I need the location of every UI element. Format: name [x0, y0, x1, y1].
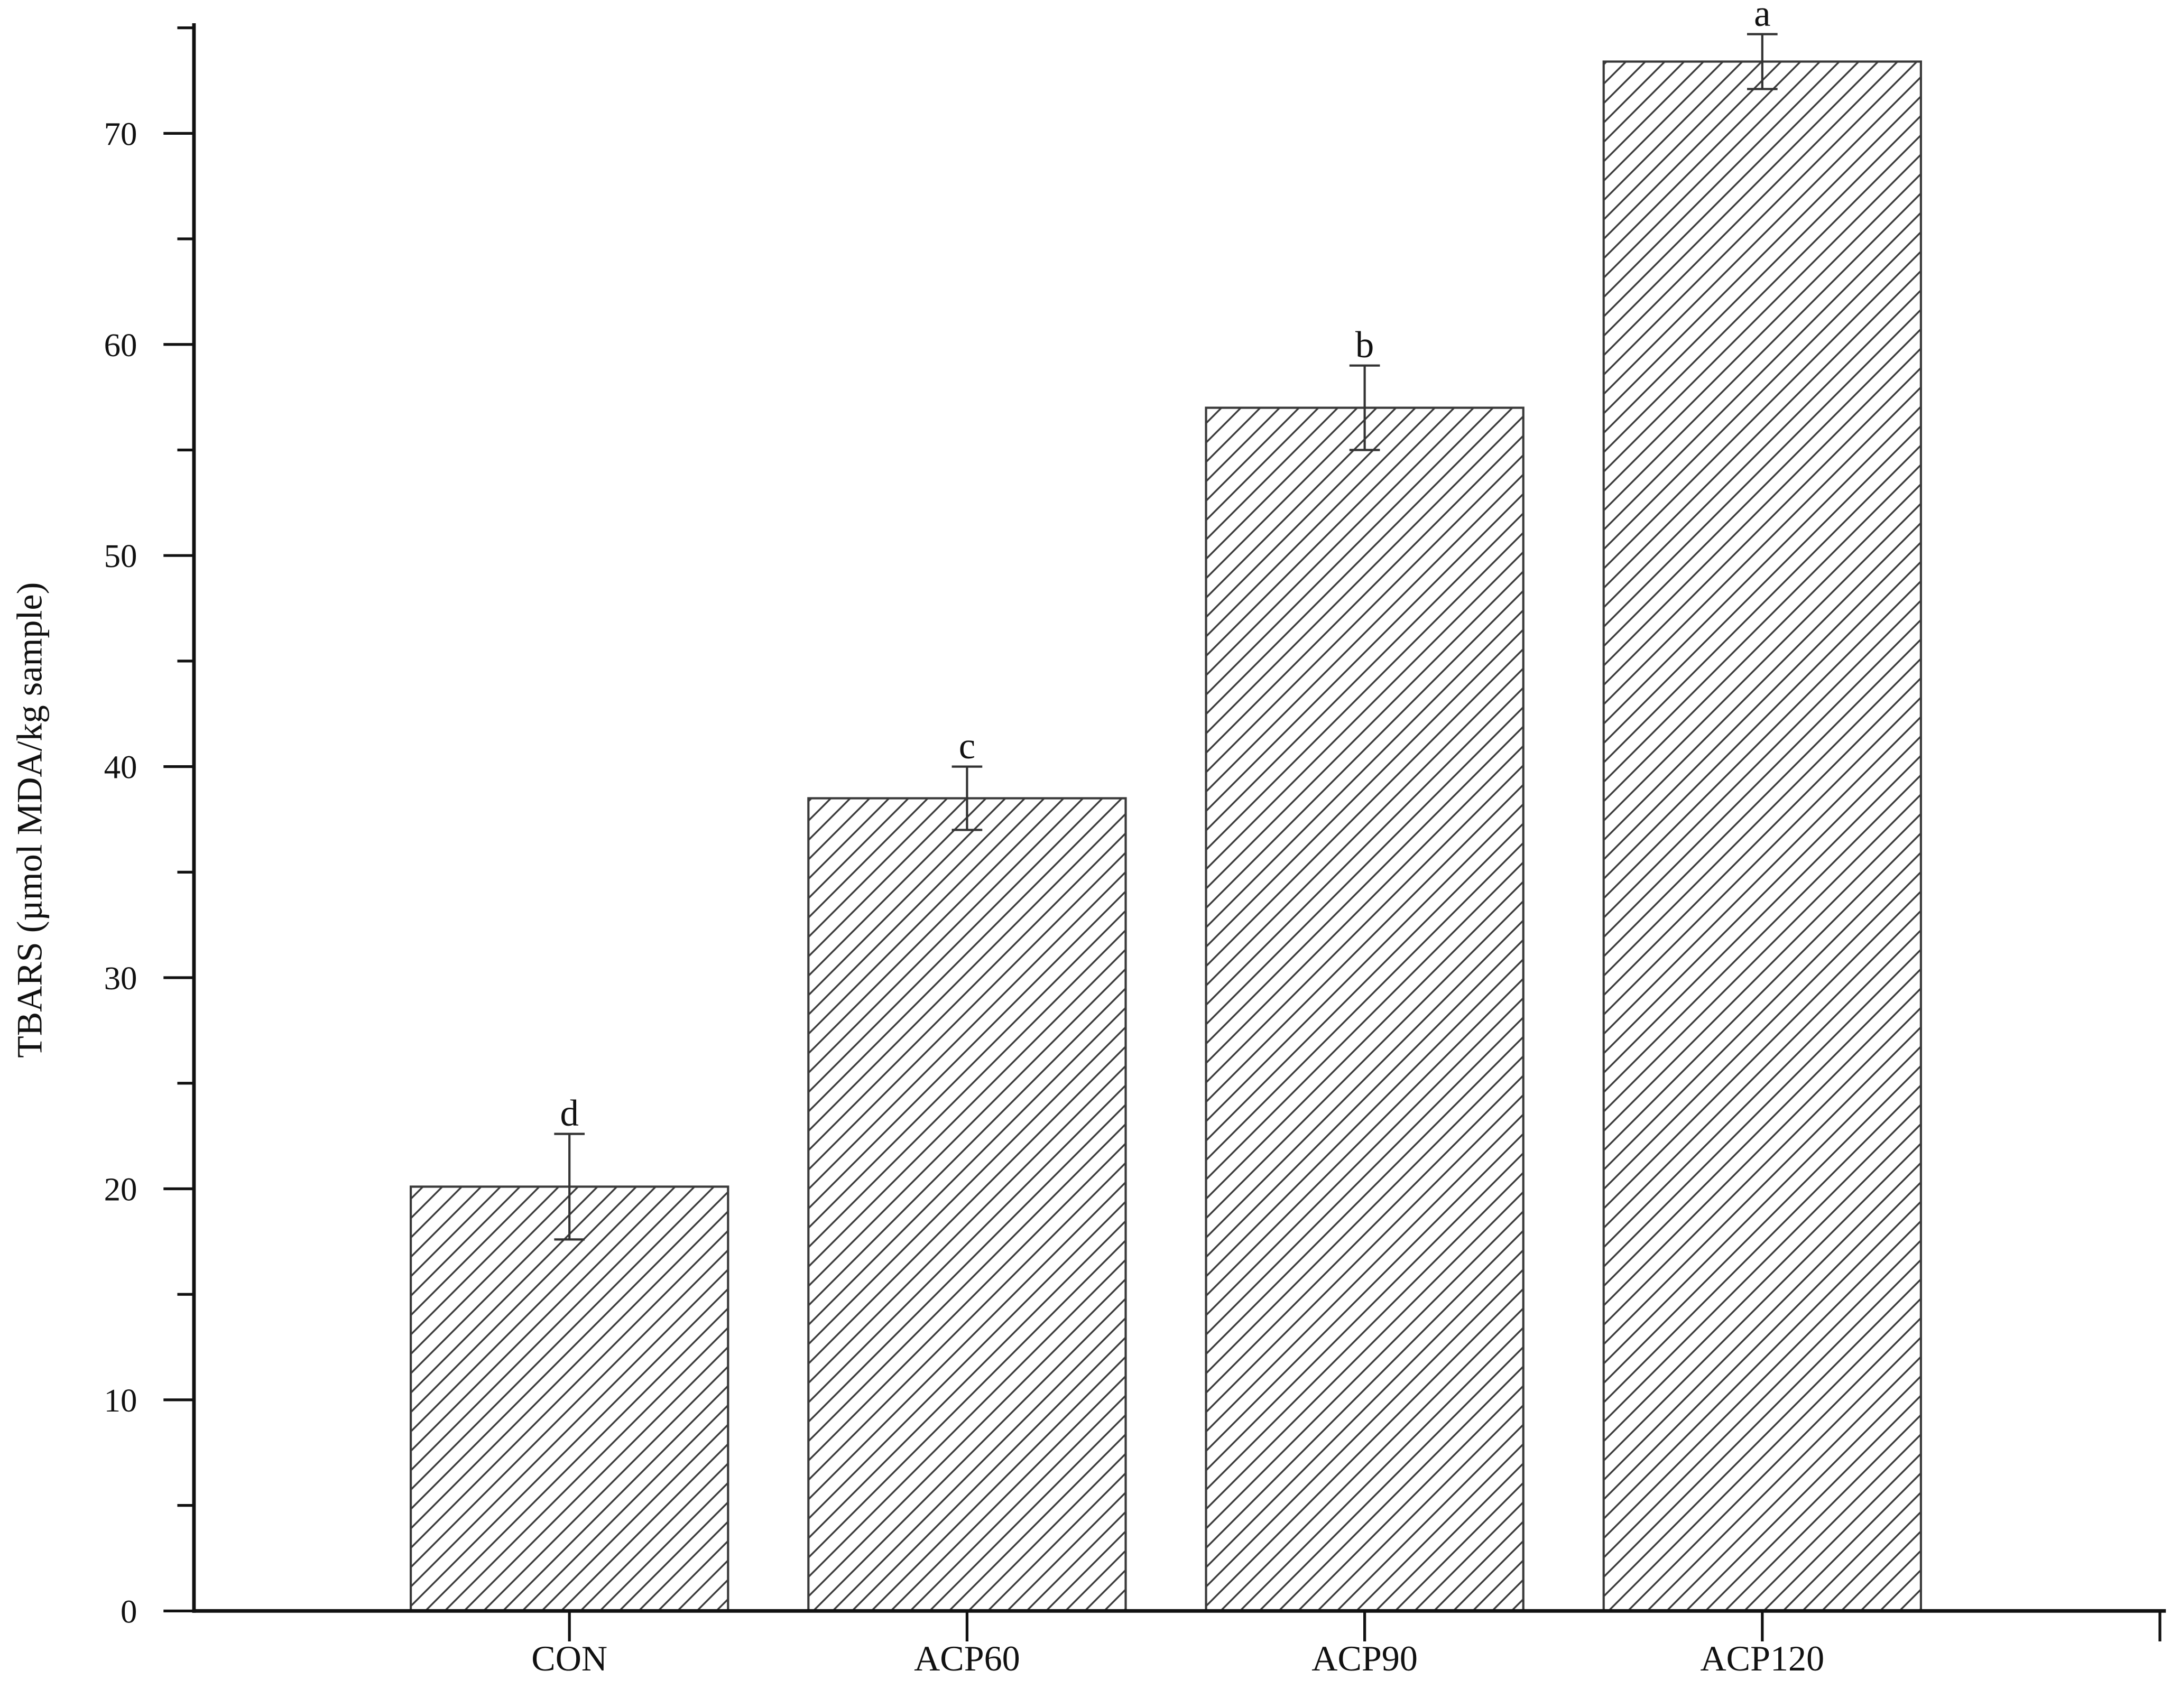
x-tick-label-acp90: ACP90 [1311, 1638, 1418, 1678]
bar-acp90 [1205, 406, 1525, 1612]
y-tick-label: 20 [104, 1171, 137, 1208]
x-tick-label-acp120: ACP120 [1700, 1638, 1824, 1678]
error-bar-acp90 [1349, 364, 1380, 451]
y-tick-label: 10 [104, 1382, 137, 1419]
significance-letter-acp90: b [1355, 324, 1374, 366]
plot-area: d CON c ACP60 b ACP90 a ACP120 0 10 20 30 40 50 60 70 [104, 0, 2166, 1678]
significance-letter-acp120: a [1754, 0, 1770, 34]
error-bar-con [554, 1133, 585, 1241]
y-tick-label: 60 [104, 327, 137, 364]
x-tick-label-acp60: ACP60 [914, 1638, 1020, 1678]
x-tick-label-con: CON [531, 1638, 607, 1678]
y-tick-label: 70 [104, 115, 137, 152]
bar-acp120 [1602, 60, 1923, 1612]
significance-letter-acp60: c [959, 726, 975, 767]
y-tick-label: 30 [104, 960, 137, 997]
error-bar-acp60 [951, 765, 983, 831]
bar-con [410, 1185, 729, 1612]
bar-acp60 [807, 797, 1127, 1612]
error-bar-acp120 [1747, 33, 1778, 90]
y-tick-label: 0 [121, 1593, 137, 1630]
significance-letter-con: d [560, 1093, 579, 1134]
y-tick-label: 40 [104, 749, 137, 786]
y-axis-title: TBARS (µmol MDA/kg sample) [10, 582, 50, 1058]
y-tick-label: 50 [104, 537, 137, 574]
